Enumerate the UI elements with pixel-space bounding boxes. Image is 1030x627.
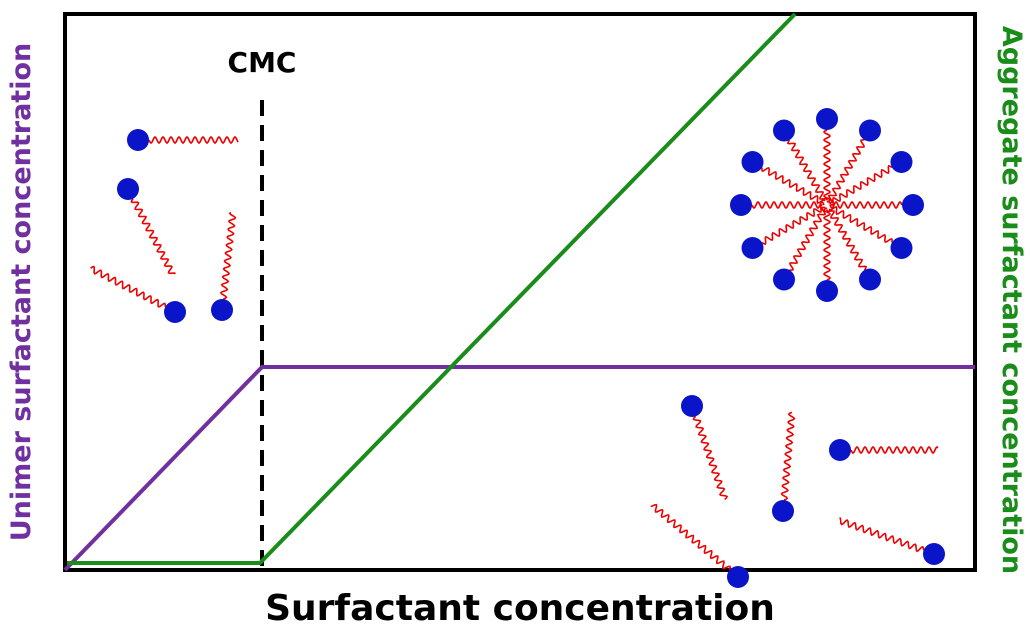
head	[773, 120, 795, 142]
cmc-label: CMC	[228, 46, 297, 79]
head	[730, 194, 752, 216]
head	[772, 500, 794, 522]
head	[742, 237, 764, 259]
head	[727, 566, 749, 588]
head	[890, 151, 912, 173]
head	[164, 301, 186, 323]
head	[681, 395, 703, 417]
plot-frame	[65, 14, 975, 570]
figure: CMC Surfactant concentration Unimer surf…	[0, 0, 1030, 627]
head	[816, 280, 838, 302]
head	[742, 151, 764, 173]
head	[127, 129, 149, 151]
head	[859, 268, 881, 290]
head	[923, 543, 945, 565]
head	[902, 194, 924, 216]
head	[890, 237, 912, 259]
left-axis-label: Unimer surfactant concentration	[6, 43, 37, 542]
head	[117, 178, 139, 200]
x-axis-label: Surfactant concentration	[265, 588, 775, 627]
head	[816, 108, 838, 130]
right-axis-label: Aggregate surfactant concentration	[996, 26, 1027, 574]
head	[859, 120, 881, 142]
head	[211, 299, 233, 321]
head	[829, 439, 851, 461]
head	[773, 268, 795, 290]
